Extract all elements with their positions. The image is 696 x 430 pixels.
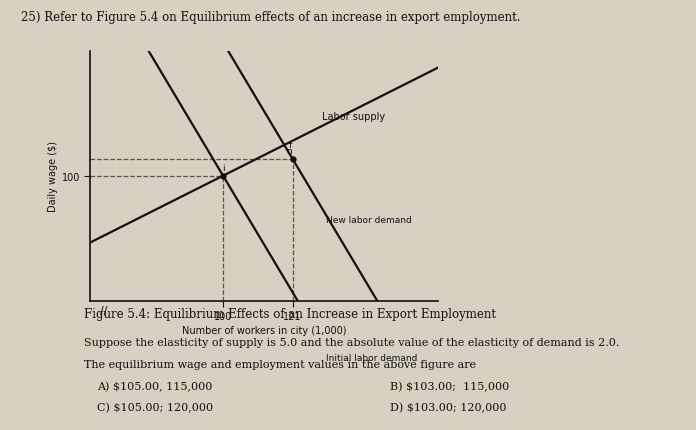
Text: B) $103.00;  115,000: B) $103.00; 115,000: [390, 381, 509, 391]
Text: The equilibrium wage and employment values in the above figure are: The equilibrium wage and employment valu…: [84, 359, 475, 369]
Text: f: f: [290, 141, 292, 150]
X-axis label: Number of workers in city (1,000): Number of workers in city (1,000): [182, 326, 347, 335]
Text: Figure 5.4: Equilibrium Effects of an Increase in Export Employment: Figure 5.4: Equilibrium Effects of an In…: [84, 307, 496, 320]
Text: Suppose the elasticity of supply is 5.0 and the absolute value of the elasticity: Suppose the elasticity of supply is 5.0 …: [84, 338, 619, 347]
Text: 25) Refer to Figure 5.4 on Equilibrium effects of an increase in export employme: 25) Refer to Figure 5.4 on Equilibrium e…: [21, 11, 521, 24]
Text: n: n: [287, 147, 292, 156]
Text: New labor demand: New labor demand: [326, 215, 411, 224]
Text: i: i: [222, 163, 224, 172]
Text: A) $105.00, 115,000: A) $105.00, 115,000: [97, 381, 213, 391]
Text: Initial labor demand: Initial labor demand: [326, 353, 417, 362]
Text: D) $103.00; 120,000: D) $103.00; 120,000: [390, 402, 506, 412]
Text: Labor supply: Labor supply: [322, 111, 386, 121]
Text: //: //: [100, 305, 107, 315]
Text: C) $105.00; 120,000: C) $105.00; 120,000: [97, 402, 214, 412]
Y-axis label: Daily wage ($): Daily wage ($): [47, 141, 58, 212]
